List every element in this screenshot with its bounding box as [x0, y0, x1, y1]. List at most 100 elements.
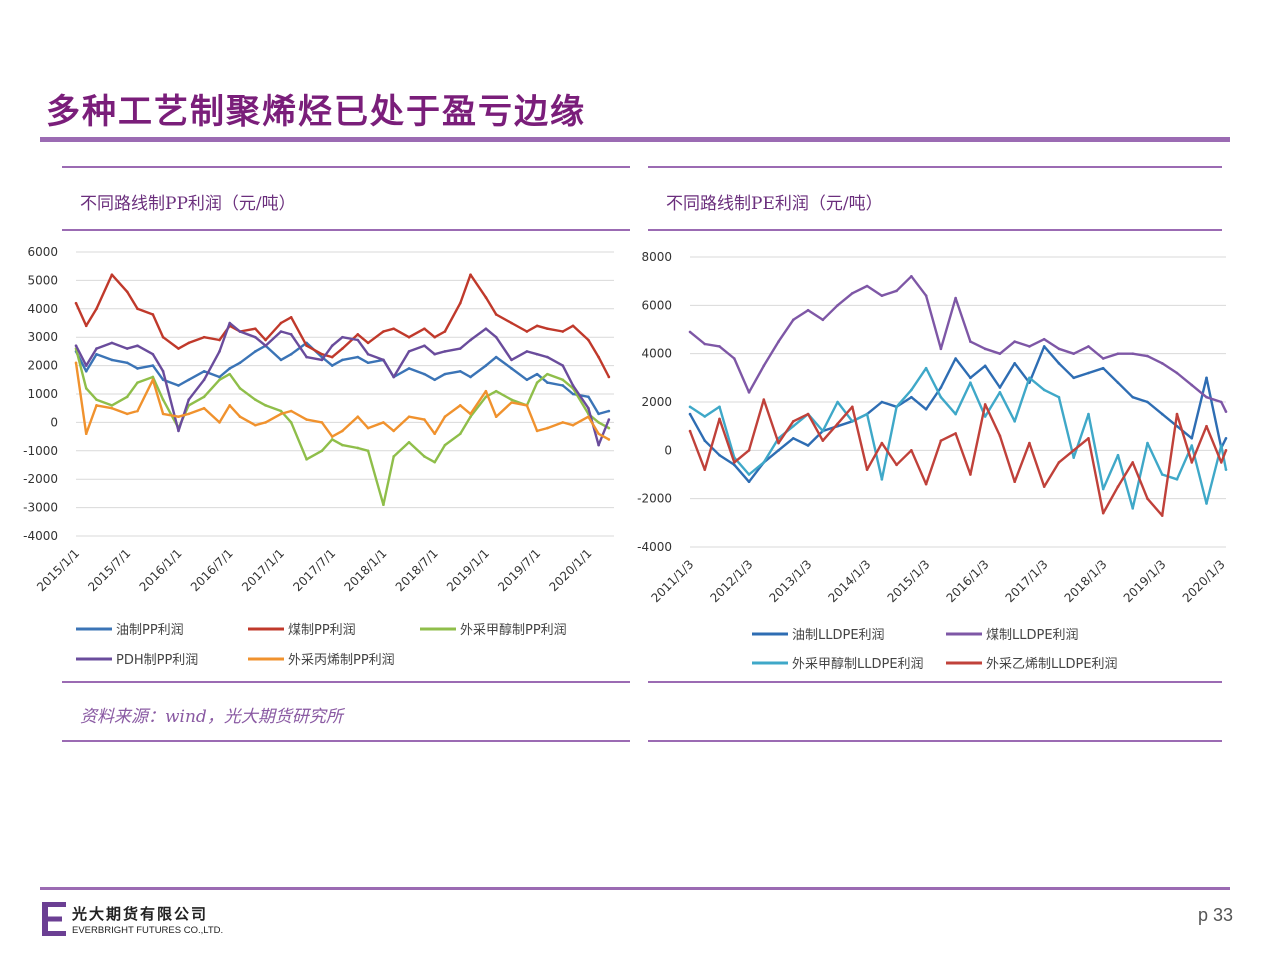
data-point — [392, 375, 395, 379]
data-point — [392, 429, 395, 433]
data-point — [1146, 497, 1149, 500]
data-point — [161, 398, 165, 401]
data-point — [571, 324, 575, 328]
data-point — [218, 378, 221, 382]
data-point — [151, 378, 155, 382]
data-point — [561, 330, 565, 333]
data-point — [1116, 453, 1120, 457]
data-point — [983, 347, 987, 351]
data-point — [84, 432, 88, 436]
data-point — [74, 361, 78, 365]
data-point — [969, 381, 972, 384]
data-point — [1116, 381, 1120, 384]
data-point — [469, 273, 472, 277]
data-point — [1116, 485, 1120, 488]
data-point — [407, 367, 411, 370]
data-point — [341, 335, 344, 339]
data-point — [279, 321, 283, 325]
data-point — [125, 347, 129, 350]
data-point — [510, 398, 513, 401]
data-point — [1013, 340, 1016, 343]
y-tick-label: -4000 — [23, 529, 58, 543]
data-point — [320, 358, 324, 362]
data-point — [254, 423, 257, 427]
series-line — [688, 345, 1228, 483]
data-point — [254, 350, 257, 353]
data-point — [607, 426, 611, 430]
data-point — [136, 307, 139, 311]
data-point — [1042, 345, 1046, 348]
footer-rule — [40, 887, 1230, 890]
data-point — [1101, 511, 1105, 515]
y-tick-label: 4000 — [27, 302, 58, 316]
data-point — [136, 381, 139, 384]
data-point — [279, 412, 283, 416]
data-point — [494, 415, 498, 419]
data-point — [1087, 371, 1090, 375]
data-point — [806, 412, 810, 416]
data-point — [382, 421, 385, 424]
data-point — [597, 432, 600, 436]
data-point — [228, 372, 232, 376]
right-panel-source-rule — [648, 740, 1222, 742]
data-point — [366, 426, 370, 430]
y-tick-label: 2000 — [27, 359, 58, 373]
data-point — [851, 420, 854, 423]
data-point — [939, 439, 943, 442]
data-point — [136, 409, 139, 413]
data-point — [1205, 424, 1208, 428]
data-point — [330, 435, 334, 438]
data-point — [597, 421, 600, 424]
data-point — [382, 330, 385, 333]
data-point — [392, 455, 395, 458]
right-chart-title: 不同路线制PE利润（元/吨） — [666, 194, 883, 214]
left-panel-top-rule — [62, 166, 630, 168]
data-point — [330, 344, 334, 348]
y-tick-label: 0 — [664, 443, 672, 457]
data-point — [202, 335, 206, 339]
data-point — [125, 361, 129, 365]
data-point — [305, 344, 308, 348]
data-point — [125, 290, 129, 294]
data-point — [1013, 420, 1016, 423]
data-point — [561, 421, 565, 424]
data-point — [330, 355, 334, 359]
data-point — [433, 378, 436, 382]
data-point — [924, 294, 928, 297]
data-point — [84, 369, 88, 373]
data-point — [161, 412, 165, 416]
data-point — [998, 386, 1002, 389]
data-point — [392, 327, 395, 330]
data-point — [289, 409, 293, 413]
data-point — [289, 421, 293, 424]
data-point — [407, 350, 411, 353]
x-tick-label: 2016/1/3 — [944, 557, 992, 605]
data-point — [1057, 347, 1061, 351]
y-tick-label: 5000 — [27, 273, 58, 287]
left-panel-title-rule — [62, 229, 630, 231]
slide-title: 多种工艺制聚烯烃已处于盈亏边缘 — [46, 92, 586, 132]
data-point — [494, 335, 498, 339]
legend-label: 油制LLDPE利润 — [792, 628, 885, 643]
y-tick-label: 1000 — [27, 387, 58, 401]
data-point — [939, 386, 943, 389]
data-point — [238, 361, 242, 365]
data-point — [1087, 436, 1090, 440]
data-point — [125, 395, 129, 399]
y-tick-label: 3000 — [27, 330, 58, 344]
data-point — [1146, 354, 1149, 358]
data-point — [777, 340, 780, 343]
x-tick-label: 2017/1/3 — [1003, 557, 1051, 605]
data-point — [433, 352, 436, 356]
data-point — [1131, 395, 1135, 399]
data-point — [510, 321, 513, 325]
right-panel-title-rule — [648, 229, 1222, 231]
data-point — [1219, 400, 1223, 404]
data-point — [1101, 357, 1105, 360]
data-point — [1205, 376, 1208, 380]
data-point — [762, 398, 766, 401]
data-point — [836, 304, 839, 307]
data-point — [571, 423, 575, 427]
data-point — [458, 432, 462, 436]
